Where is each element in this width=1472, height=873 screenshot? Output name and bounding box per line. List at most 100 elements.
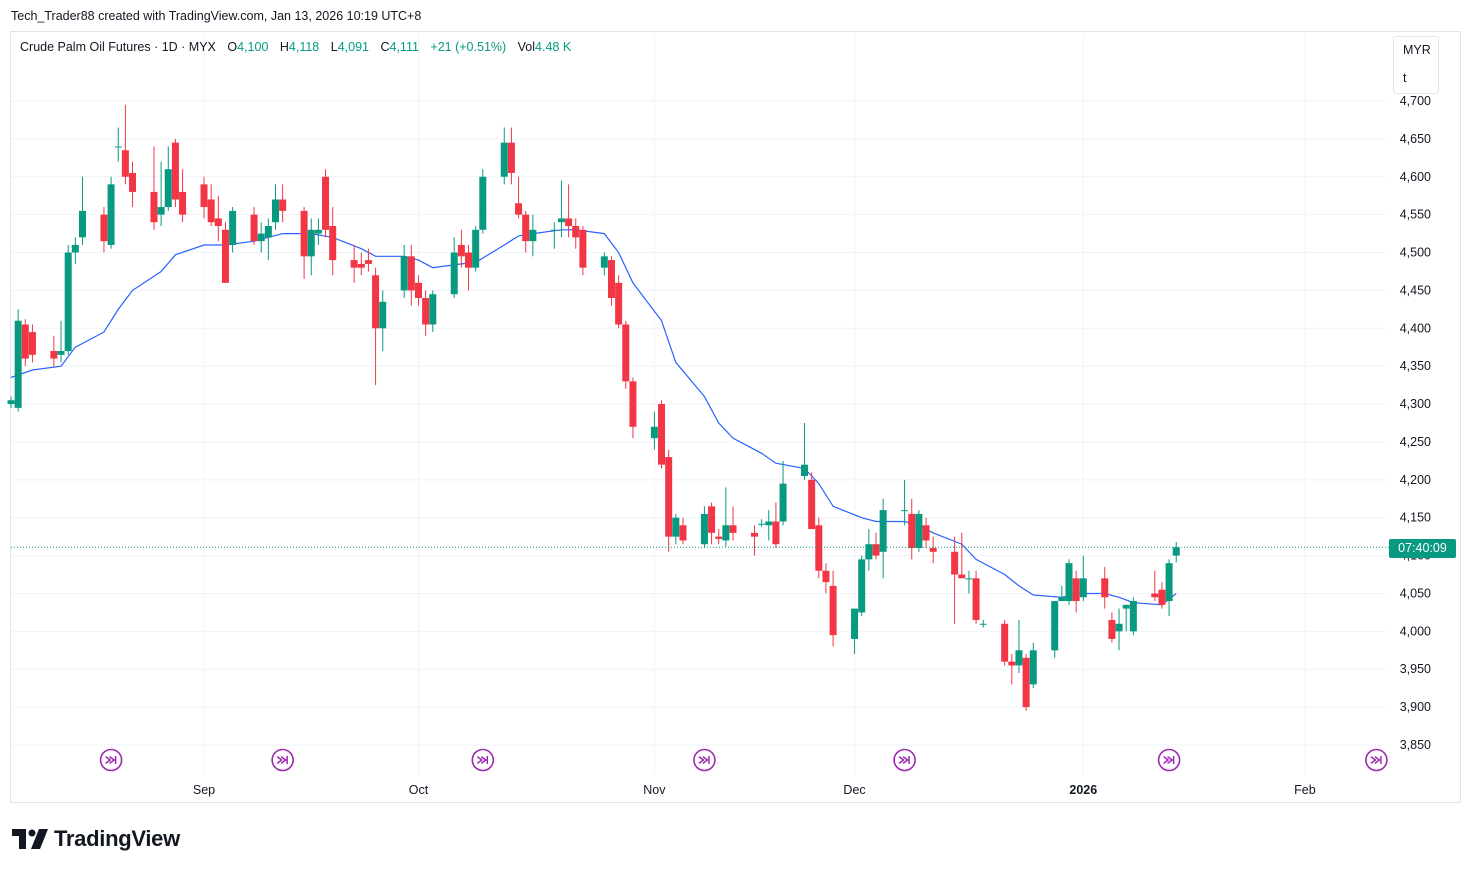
y-tick-label: 3,850 (1400, 738, 1431, 752)
candle-body (407, 256, 415, 291)
candle-down (522, 210, 530, 253)
y-tick-label: 4,000 (1400, 624, 1431, 638)
low-value: 4,091 (337, 40, 369, 54)
candle-up (400, 244, 408, 298)
candle-down (715, 529, 723, 545)
candle-body (422, 297, 430, 325)
chart-credit: Tech_Trader88 created with TradingView.c… (11, 9, 422, 23)
x-tick-label: Nov (643, 783, 666, 797)
candle-up (1172, 541, 1180, 563)
candle-body (1051, 601, 1059, 651)
candle-down (951, 536, 959, 624)
candle-body (114, 146, 122, 148)
candle-down (465, 244, 473, 291)
candle-up (901, 479, 909, 526)
candle-body (100, 214, 108, 242)
candle-body (214, 218, 222, 227)
candle-down (607, 256, 615, 306)
symbol-name[interactable]: Crude Palm Oil Futures · 1D · MYX (20, 40, 216, 54)
candle-down (150, 146, 158, 230)
candle-up (879, 498, 887, 579)
candle-down (364, 248, 372, 272)
candle-body (400, 256, 408, 291)
candle-up (472, 226, 480, 272)
y-tick-label: 4,350 (1400, 359, 1431, 373)
candle-body (1151, 593, 1159, 598)
candle-body (729, 525, 737, 533)
candle-body (322, 176, 330, 230)
candle-up (78, 176, 86, 245)
candle-body (164, 169, 172, 208)
candle-body (629, 381, 637, 427)
candle-down (250, 207, 258, 245)
unit-label: t (1403, 71, 1407, 85)
symbol-legend[interactable]: Crude Palm Oil Futures · 1D · MYX O4,100… (20, 40, 571, 54)
candle-up (700, 506, 708, 549)
candle-down (708, 502, 716, 545)
candle-body (672, 517, 680, 537)
candle-up (1029, 642, 1037, 689)
candle-up (915, 510, 923, 552)
candle-down (1108, 612, 1116, 643)
candle-body (507, 142, 515, 173)
change-value: +21 (+0.51%) (430, 40, 507, 54)
tradingview-logo[interactable]: TradingView (12, 826, 180, 852)
candle-body (472, 229, 480, 268)
candle-up (779, 460, 787, 526)
candle-up (979, 619, 987, 628)
y-tick-label: 4,200 (1400, 473, 1431, 487)
candle-up (7, 396, 15, 408)
high-value: 4,118 (288, 40, 320, 54)
candle-up (650, 411, 658, 450)
candle-body (579, 229, 587, 268)
event-marker-icon (271, 748, 294, 772)
candle-body (600, 256, 608, 268)
candle-body (71, 244, 79, 253)
candle-body (229, 210, 237, 245)
candle-up (550, 222, 558, 249)
candle-up (379, 290, 387, 352)
candle-body (951, 551, 959, 575)
candle-body (750, 532, 758, 537)
y-tick-label: 4,550 (1400, 208, 1431, 222)
candle-up (529, 214, 537, 257)
currency-unit-selector[interactable]: MYR t (1393, 36, 1439, 94)
candle-body (450, 252, 458, 295)
candle-up (272, 184, 280, 230)
candle-body (779, 483, 787, 522)
candle-down (171, 138, 179, 208)
grid-lines (11, 34, 1386, 775)
candle-body (78, 210, 86, 238)
candle-body (479, 176, 487, 230)
candle-down (100, 207, 108, 253)
candle-down (214, 195, 222, 242)
candle-body (972, 578, 980, 620)
candle-body (150, 191, 158, 223)
candle-body (129, 172, 137, 192)
candle-down (322, 169, 330, 238)
candle-down (129, 161, 137, 208)
candle-up (1165, 559, 1173, 617)
candle-down (1001, 619, 1009, 666)
candle-body (700, 513, 708, 545)
candle-down (21, 319, 29, 367)
candle-body (1015, 650, 1023, 666)
candle-down (357, 252, 365, 276)
open-value: 4,100 (237, 40, 269, 54)
candle-body (557, 218, 565, 223)
candle-body (307, 229, 315, 257)
candle-body (851, 608, 859, 639)
candle-body (958, 574, 966, 579)
candle-up (500, 127, 508, 185)
candle-down (622, 320, 630, 389)
candle-body (379, 301, 387, 329)
candle-body (272, 199, 280, 223)
y-tick-label: 4,450 (1400, 283, 1431, 297)
candle-body (157, 207, 165, 215)
candle-body (1008, 661, 1016, 666)
candle-body (250, 214, 258, 242)
candle-body (708, 506, 716, 533)
candle-down (329, 207, 337, 276)
candle-down (350, 244, 358, 283)
